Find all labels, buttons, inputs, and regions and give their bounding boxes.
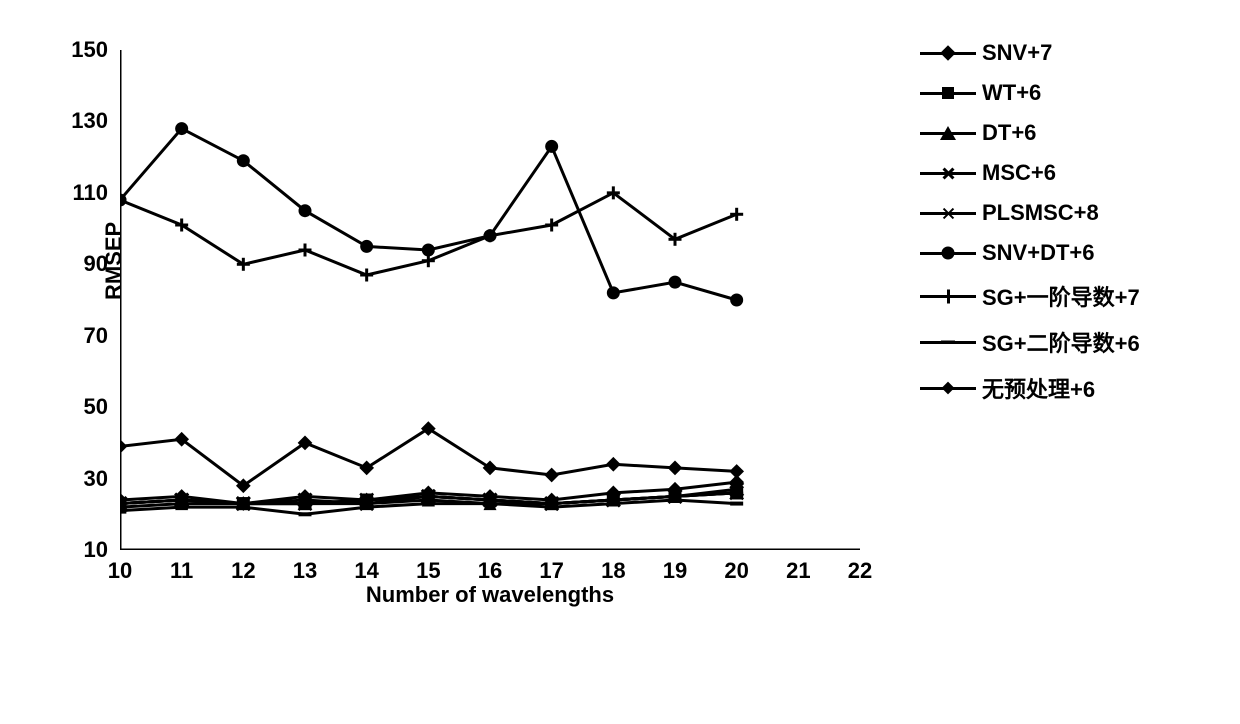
x-tick-label: 14 — [354, 558, 378, 584]
x-tick-label: 21 — [786, 558, 810, 584]
legend-line-icon — [920, 387, 976, 390]
x-axis-label: Number of wavelengths — [366, 582, 614, 608]
legend-item: SG+二阶导数+6 — [920, 326, 1140, 358]
legend-label: SG+一阶导数+7 — [982, 280, 1140, 312]
legend-line-icon — [920, 52, 976, 55]
series-无预处理+6 — [120, 421, 744, 493]
series-SNV+DT+6 — [120, 122, 743, 306]
x-tick-label: 18 — [601, 558, 625, 584]
star-icon — [942, 207, 955, 220]
diamond-icon — [942, 382, 955, 395]
plot-box: RMSEP Number of wavelengths 103050709011… — [120, 50, 860, 550]
chart-container: RMSEP Number of wavelengths 103050709011… — [20, 20, 1220, 704]
y-tick-label: 50 — [84, 394, 108, 420]
legend-item: WT+6 — [920, 80, 1140, 106]
legend-line-icon — [920, 252, 976, 255]
circle-icon — [942, 247, 955, 260]
legend-item: SNV+DT+6 — [920, 240, 1140, 266]
legend-label: MSC+6 — [982, 160, 1056, 186]
legend-item: SNV+7 — [920, 40, 1140, 66]
legend-label: WT+6 — [982, 80, 1041, 106]
y-tick-label: 110 — [73, 180, 109, 206]
x-tick-label: 13 — [293, 558, 317, 584]
triangle-icon — [940, 126, 956, 140]
legend-item: 无预处理+6 — [920, 372, 1140, 404]
legend-line-icon — [920, 341, 976, 344]
plus-icon — [942, 290, 955, 303]
legend-line-icon — [920, 212, 976, 215]
legend-item: SG+一阶导数+7 — [920, 280, 1140, 312]
y-tick-label: 150 — [71, 37, 108, 63]
x-tick-label: 19 — [663, 558, 687, 584]
x-tick-label: 12 — [231, 558, 255, 584]
legend-label: 无预处理+6 — [982, 372, 1095, 404]
y-tick-label: 130 — [71, 108, 108, 134]
legend: SNV+7 WT+6 DT+6 MSC+6 PLSMSC+8 SNV+DT+6 SG+一阶导… — [900, 20, 1140, 704]
legend-label: SNV+DT+6 — [982, 240, 1095, 266]
legend-line-icon — [920, 172, 976, 175]
x-tick-label: 11 — [170, 558, 193, 584]
x-tick-label: 10 — [108, 558, 132, 584]
legend-label: SNV+7 — [982, 40, 1052, 66]
legend-label: SG+二阶导数+6 — [982, 326, 1140, 358]
chart-area: RMSEP Number of wavelengths 103050709011… — [20, 20, 900, 640]
square-icon — [942, 87, 954, 99]
legend-item: PLSMSC+8 — [920, 200, 1140, 226]
plot-svg — [120, 50, 860, 550]
x-tick-label: 16 — [478, 558, 502, 584]
y-tick-label: 90 — [84, 251, 108, 277]
x-tick-label: 20 — [724, 558, 748, 584]
x-icon — [942, 167, 955, 180]
legend-item: MSC+6 — [920, 160, 1140, 186]
legend-label: DT+6 — [982, 120, 1036, 146]
y-tick-label: 30 — [84, 466, 108, 492]
x-tick-label: 17 — [539, 558, 563, 584]
legend-line-icon — [920, 295, 976, 298]
y-tick-label: 70 — [84, 323, 108, 349]
x-tick-label: 22 — [848, 558, 872, 584]
legend-line-icon — [920, 92, 976, 95]
legend-item: DT+6 — [920, 120, 1140, 146]
dash-icon — [941, 341, 955, 344]
legend-label: PLSMSC+8 — [982, 200, 1099, 226]
diamond-icon — [940, 45, 956, 61]
series-SG+一阶导数+7 — [120, 186, 743, 281]
x-tick-label: 15 — [416, 558, 440, 584]
y-tick-label: 10 — [84, 537, 108, 563]
legend-line-icon — [920, 132, 976, 135]
